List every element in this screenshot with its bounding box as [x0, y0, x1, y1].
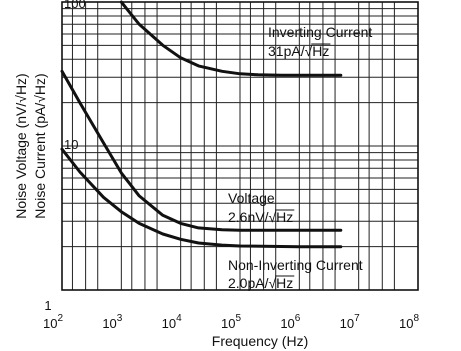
grid-layer: [62, 2, 418, 290]
y-axis-label-current: Noise Current (pA/√Hz): [32, 73, 48, 218]
series-layer: [60, 0, 343, 249]
series-annotation-3-line-1: Non-Inverting Current: [228, 257, 363, 273]
annotation-layer: Inverting Current 31pA/√Hz Voltage 2.6nV/√H…: [228, 24, 372, 291]
series-annotation-2-line-2: 2.6nV/√Hz: [228, 209, 293, 225]
series-line-1: [119, 0, 343, 77]
y-axis-label-voltage: Noise Voltage (nV/√Hz): [13, 73, 29, 218]
x-axis-label: Frequency (Hz): [212, 333, 308, 349]
x-tick-label: 102: [43, 313, 63, 331]
x-tick-label: 107: [340, 313, 360, 331]
y-tick-label: 10: [64, 137, 78, 152]
x-tick-label: 106: [280, 313, 300, 331]
series-line-2: [60, 69, 343, 232]
plot-frame: [61, 1, 419, 291]
y-tick-label: 1: [44, 298, 51, 313]
series-line-3: [60, 147, 343, 249]
series-annotation-2-line-1: Voltage: [228, 190, 275, 206]
tick-layer: 102 103 104 105 106 107 108 1 10 100: [43, 0, 419, 331]
x-tick-label: 103: [102, 313, 122, 331]
series-annotation-1-line-1: Inverting Current: [268, 24, 372, 40]
x-tick-label: 104: [162, 313, 182, 331]
x-tick-label: 105: [221, 313, 241, 331]
series-annotation-3-line-2: 2.0pA/√Hz: [228, 275, 293, 291]
y-tick-label: 100: [64, 0, 86, 11]
series-annotation-1-line-2: 31pA/√Hz: [268, 43, 329, 59]
x-tick-label: 108: [399, 313, 419, 331]
